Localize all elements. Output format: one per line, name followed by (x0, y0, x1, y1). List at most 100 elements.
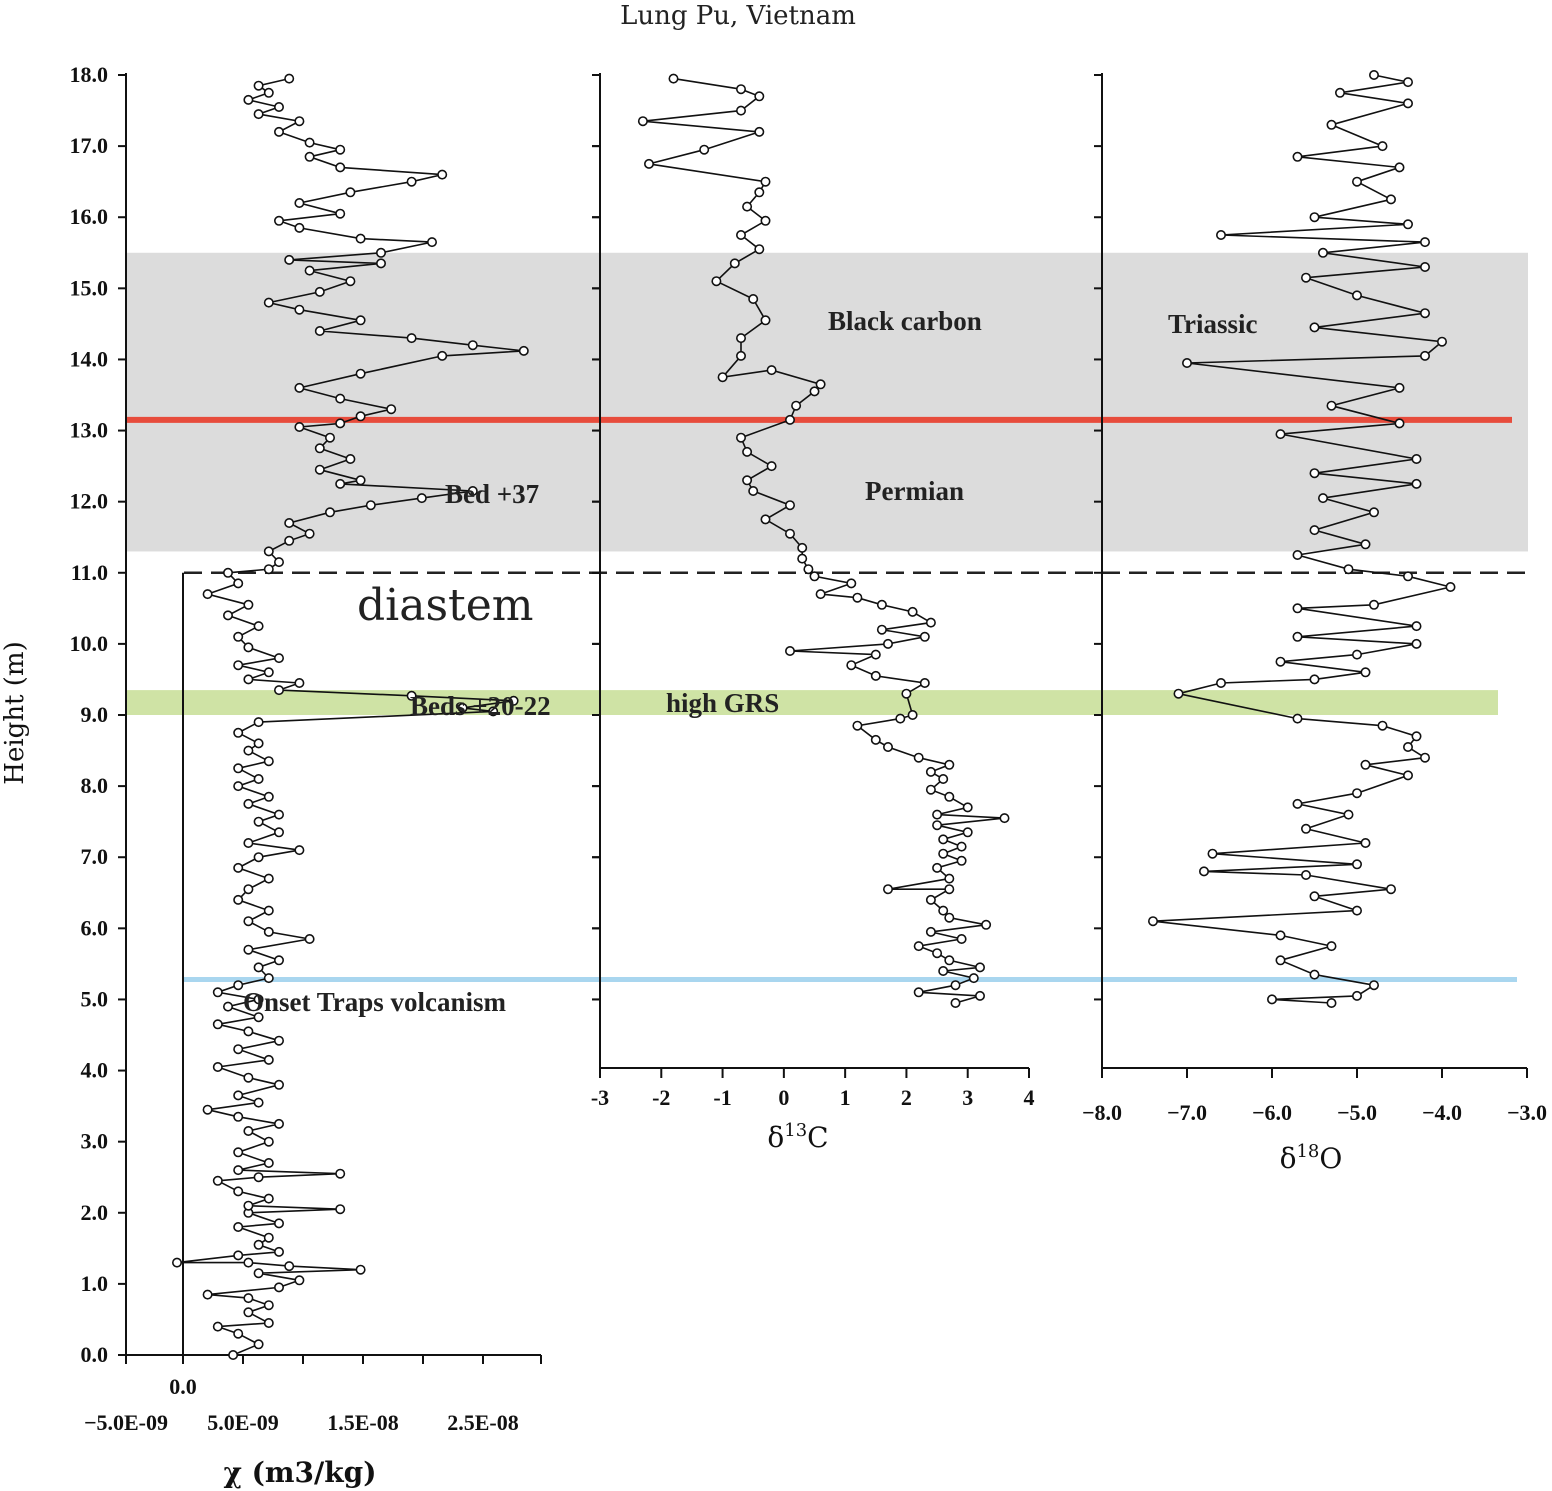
data-point (729, 258, 740, 269)
data-point (784, 528, 795, 539)
data-point (437, 350, 448, 361)
data-point (294, 304, 305, 315)
data-point (1411, 453, 1422, 464)
data-point (1369, 599, 1380, 610)
data-point (1360, 667, 1371, 678)
data-point (294, 1275, 305, 1286)
data-point (1445, 581, 1456, 592)
data-point (1343, 564, 1354, 575)
data-point (956, 855, 967, 866)
data-point (253, 1339, 264, 1350)
data-point (1420, 237, 1431, 248)
data-point (1352, 905, 1363, 916)
data-point (263, 756, 274, 767)
data-point (335, 418, 346, 429)
data-point (1420, 752, 1431, 763)
data-point (233, 763, 244, 774)
data-point (335, 478, 346, 489)
data-point (172, 1257, 183, 1268)
y-tick-label: 9.0 (81, 702, 109, 727)
data-point (273, 1218, 284, 1229)
data-point (253, 621, 264, 632)
data-point (1352, 290, 1363, 301)
data-point (797, 542, 808, 553)
d18o-x-tick-label: −7.0 (1167, 1100, 1207, 1125)
d13c-x-axis-label: δ13C (767, 1120, 828, 1154)
data-point (294, 198, 305, 209)
data-point (253, 1172, 264, 1183)
data-point (263, 1300, 274, 1311)
data-point (643, 158, 654, 169)
data-point (202, 1289, 213, 1300)
data-point (243, 1257, 254, 1268)
d18o-xlabel-el: O (1319, 1142, 1342, 1175)
data-point (1199, 866, 1210, 877)
data-point (1411, 621, 1422, 632)
data-point (1207, 848, 1218, 859)
data-point (944, 791, 955, 802)
data-point (944, 912, 955, 923)
data-point (406, 333, 417, 344)
data-point (1386, 884, 1397, 895)
data-point (223, 1001, 234, 1012)
annotation-diastem: diastem (357, 580, 534, 631)
data-point (748, 485, 759, 496)
d18o-x-tick-label: −4.0 (1422, 1100, 1462, 1125)
data-point (1292, 631, 1303, 642)
data-point (243, 798, 254, 809)
data-point (944, 873, 955, 884)
data-point (253, 1268, 264, 1279)
data-point (335, 208, 346, 219)
data-point (304, 137, 315, 148)
data-point (870, 670, 881, 681)
y-tick-label: 12.0 (70, 489, 109, 514)
data-point (760, 315, 771, 326)
data-point (365, 500, 376, 511)
data-point (1369, 980, 1380, 991)
data-point (355, 233, 366, 244)
data-point (304, 528, 315, 539)
data-point (754, 91, 765, 102)
data-point (243, 745, 254, 756)
data-point (243, 916, 254, 927)
data-point (1352, 788, 1363, 799)
data-point (233, 578, 244, 589)
data-point (699, 144, 710, 155)
data-point (406, 176, 417, 187)
data-point (1267, 994, 1278, 1005)
data-point (919, 677, 930, 688)
data-point (784, 414, 795, 425)
data-point (925, 926, 936, 937)
data-point (304, 151, 315, 162)
data-point (1275, 656, 1286, 667)
data-point (406, 690, 417, 701)
data-point (1326, 119, 1337, 130)
y-tick-label: 6.0 (81, 915, 109, 940)
data-point (735, 84, 746, 95)
data-point (284, 1261, 295, 1272)
data-point (263, 905, 274, 916)
data-point (233, 862, 244, 873)
data-point (253, 852, 264, 863)
data-point (324, 507, 335, 518)
data-point (1352, 990, 1363, 1001)
data-point (273, 1035, 284, 1046)
data-point (233, 1186, 244, 1197)
data-point (386, 404, 397, 415)
axes: 0.01.02.03.04.05.06.07.08.09.010.011.012… (70, 62, 1548, 1435)
data-point (243, 1026, 254, 1037)
data-point (273, 126, 284, 137)
data-point (212, 1321, 223, 1332)
data-point (735, 333, 746, 344)
data-point (938, 848, 949, 859)
data-point (944, 884, 955, 895)
data-point (932, 948, 943, 959)
data-point (253, 717, 264, 728)
data-point (1369, 70, 1380, 81)
data-point (1309, 212, 1320, 223)
data-point (754, 126, 765, 137)
data-point (956, 841, 967, 852)
data-point (233, 1111, 244, 1122)
data-point (803, 564, 814, 575)
data-point (355, 315, 366, 326)
